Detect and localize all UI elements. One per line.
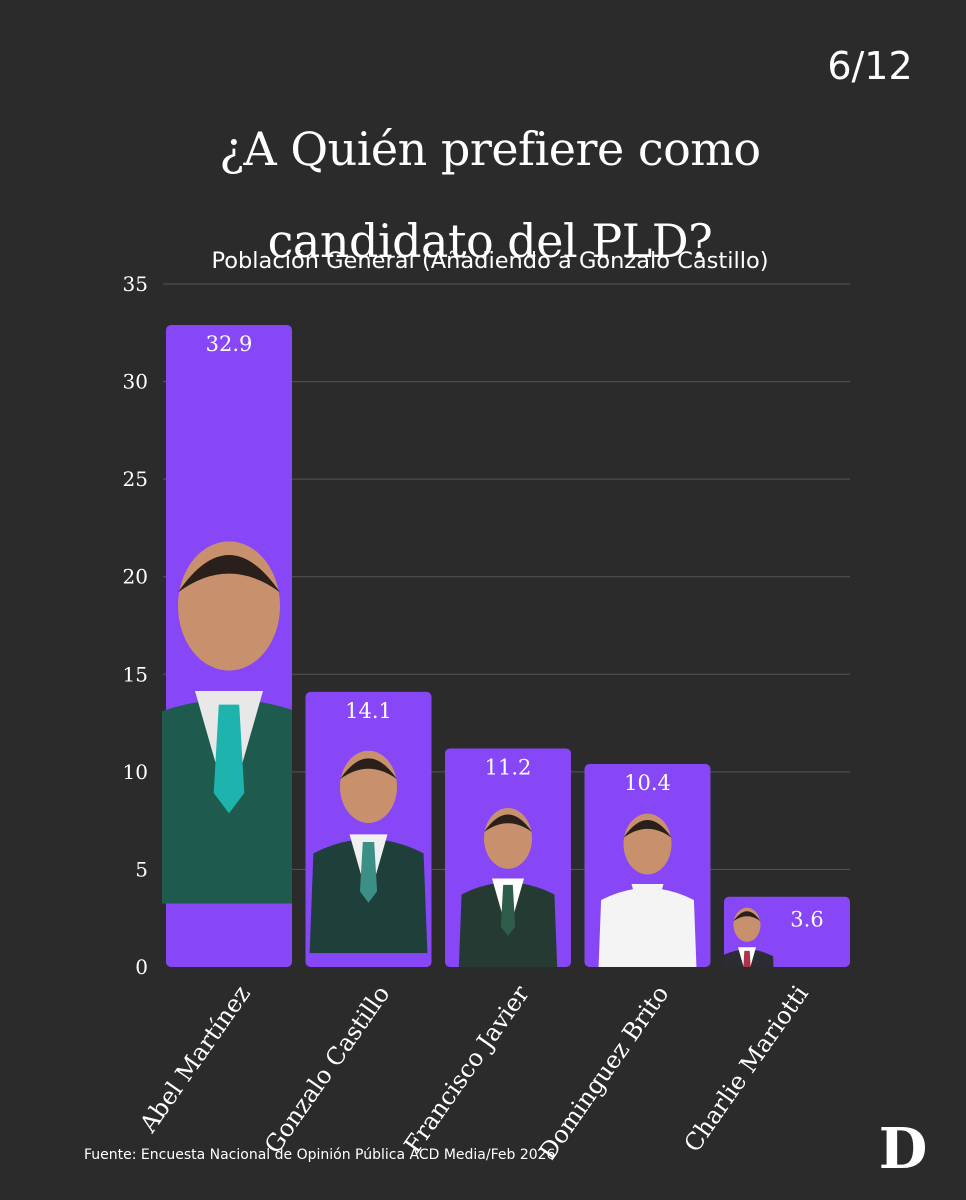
candidate-photo-2	[309, 750, 428, 954]
person-hair	[623, 820, 672, 838]
y-tick-label-20: 20	[123, 565, 148, 589]
title-line-2: candidato del PLD?	[267, 214, 713, 268]
x-tick-label-4: Dominguez Brito	[533, 980, 674, 1165]
data-label-3: 11.2	[485, 755, 532, 779]
candidate-photo-4	[598, 813, 697, 968]
y-tick-label-0: 0	[135, 955, 148, 979]
y-tick-label-30: 30	[123, 370, 148, 394]
x-tick-label-5: Charlie Mariotti	[678, 980, 814, 1157]
y-tick-label-10: 10	[123, 760, 148, 784]
chart-subtitle: Población General (Añadiendo a Gonzalo C…	[211, 248, 769, 274]
person-hair	[178, 554, 280, 593]
y-tick-label-25: 25	[123, 467, 148, 491]
person-tie	[640, 890, 655, 942]
x-axis-labels: Abel Martínez Gonzalo Castillo Francisco J…	[134, 980, 814, 1165]
data-label-2: 14.1	[345, 699, 392, 723]
person-hair	[733, 911, 761, 922]
x-tick-label-2: Gonzalo Castillo	[259, 980, 395, 1158]
person-tie	[743, 950, 751, 968]
data-label-5: 3.6	[790, 908, 823, 932]
data-labels: 32.9 14.1 11.2 10.4 3.6	[206, 332, 824, 932]
brand-logo: D	[878, 1116, 928, 1182]
candidate-photo-5	[724, 907, 774, 968]
y-tick-label-5: 5	[135, 857, 148, 881]
candidate-photo-1	[162, 541, 292, 904]
person-hair	[484, 814, 532, 833]
person-tie	[359, 841, 378, 903]
person-tie	[213, 704, 245, 814]
person-hair	[340, 758, 397, 780]
x-tick-label-3: Francisco Javier	[399, 980, 536, 1158]
source-note: Fuente: Encuesta Nacional de Opinión Púb…	[84, 1147, 556, 1163]
y-axis-ticks: 0 5 10 15 20 25 30 35	[123, 272, 148, 979]
person-tie	[500, 884, 516, 937]
candidate-photos	[162, 541, 774, 968]
x-tick-label-1: Abel Martínez	[134, 980, 256, 1138]
y-tick-label-15: 15	[123, 662, 148, 686]
data-label-1: 32.9	[206, 332, 253, 356]
page-counter: 6/12	[827, 44, 913, 88]
data-label-4: 10.4	[624, 771, 671, 795]
chart-title: ¿A Quién prefiere como candidato del PLD…	[60, 103, 920, 287]
y-tick-label-35: 35	[123, 272, 148, 296]
title-line-1: ¿A Quién prefiere como	[219, 122, 761, 176]
candidate-photo-3	[458, 808, 558, 967]
